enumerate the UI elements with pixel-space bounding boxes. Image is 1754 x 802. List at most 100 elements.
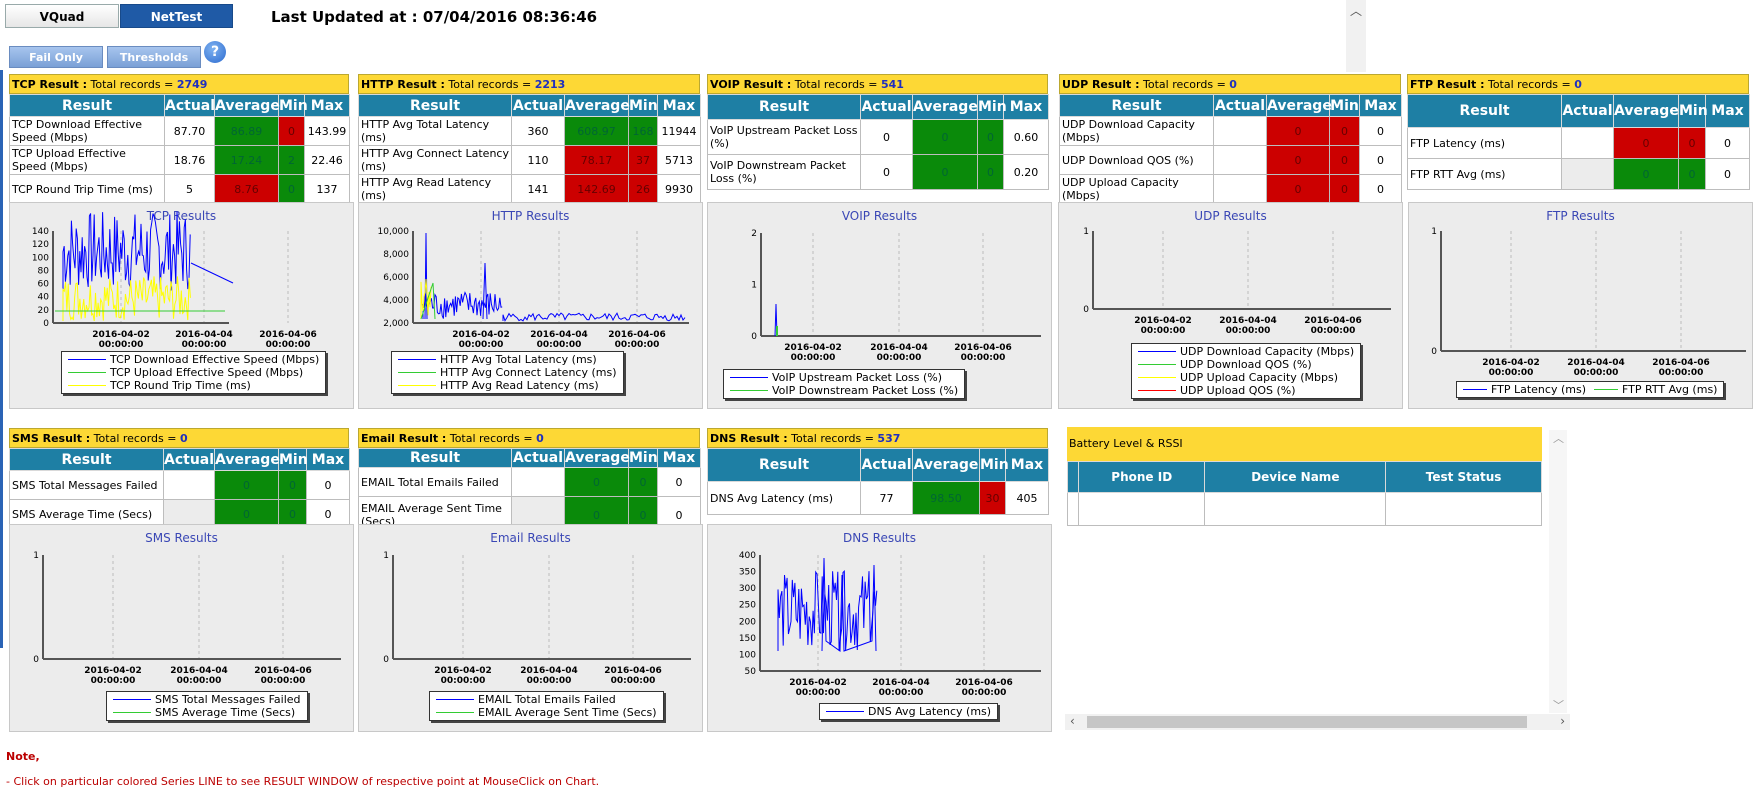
page-scrollbar[interactable]: ︿ — [1346, 0, 1366, 72]
tab-vquad[interactable]: VQuad — [5, 4, 119, 28]
legend-item[interactable]: DNS Avg Latency (ms) — [826, 705, 991, 718]
legend-item[interactable]: VoIP Upstream Packet Loss (%) — [730, 371, 958, 384]
chart-sms-results[interactable]: SMS Results 0 1 2016-04-02 00:00:00 2016-04-0… — [9, 524, 354, 732]
legend-item[interactable]: VoIP Downstream Packet Loss (%) — [730, 384, 958, 397]
metric-max: 137 — [304, 174, 350, 204]
chart-dns-results[interactable]: DNS Results 50 100 150 200 250 300 350 400 2016-0… — [707, 524, 1052, 732]
table-row[interactable]: UDP Upload Capacity (Mbps) 0 0 0 — [1059, 174, 1402, 204]
table-row[interactable]: SMS Total Messages Failed 0 0 0 — [9, 470, 350, 500]
legend-item[interactable]: FTP RTT Avg (ms) — [1594, 383, 1717, 396]
chart-plot[interactable]: 0122016-04-0200:00:002016-04-0400:00:002… — [708, 203, 1053, 410]
chart-plot[interactable]: 2,0004,0006,0008,00010,0002016-04-0200:0… — [359, 203, 704, 410]
legend-item[interactable]: UDP Upload Capacity (Mbps) — [1138, 371, 1354, 384]
scroll-left-icon[interactable]: ‹ — [1070, 714, 1075, 728]
legend-swatch — [398, 385, 436, 386]
legend-swatch — [436, 699, 474, 700]
scroll-up-icon[interactable]: ︿ — [1350, 4, 1363, 18]
y-tick-label: 4,000 — [383, 296, 409, 306]
chart-legend[interactable]: VoIP Upstream Packet Loss (%) VoIP Downst… — [723, 369, 966, 399]
chart-plot[interactable]: 012016-04-0200:00:002016-04-0400:00:0020… — [10, 525, 355, 733]
legend-item[interactable]: HTTP Avg Connect Latency (ms) — [398, 366, 617, 379]
y-tick-label: 0 — [43, 319, 49, 329]
battery-col-test-status: Test Status — [1385, 461, 1542, 493]
metric-actual: 87.70 — [164, 116, 215, 146]
legend-item[interactable]: HTTP Avg Read Latency (ms) — [398, 379, 617, 392]
table-row[interactable]: TCP Round Trip Time (ms) 5 8.76 0 137 — [9, 174, 350, 204]
legend-item[interactable]: UDP Download Capacity (Mbps) — [1138, 345, 1354, 358]
x-tick-label: 00:00:00 — [527, 676, 572, 686]
total-records-count: 0 — [179, 432, 188, 445]
panel-title: Email Result : Total records = 0 — [358, 428, 700, 448]
table-row[interactable]: EMAIL Total Emails Failed 0 0 0 — [358, 467, 701, 497]
table-row[interactable]: TCP Download Effective Speed (Mbps) 87.70… — [9, 116, 350, 146]
scroll-up-icon[interactable]: ︿ — [1553, 432, 1564, 445]
legend-item[interactable]: SMS Average Time (Secs) — [113, 706, 301, 719]
y-tick-label: 1 — [751, 281, 757, 291]
panel-title-label: FTP Result : — [1410, 78, 1485, 91]
table-row[interactable]: UDP Download QOS (%) 0 0 0 — [1059, 145, 1402, 175]
chart-legend[interactable]: FTP Latency (ms) FTP RTT Avg (ms) — [1456, 381, 1725, 398]
chart-legend[interactable]: SMS Total Messages Failed SMS Average Tim… — [106, 691, 308, 721]
battery-vertical-scrollbar[interactable]: ︿ ﹀ — [1549, 430, 1567, 713]
metric-average: 608.97 — [564, 116, 629, 146]
metric-min: 0 — [628, 467, 658, 497]
total-records-label: Total records = — [90, 432, 180, 445]
table-row[interactable]: FTP Latency (ms) 0 0 0 — [1407, 127, 1750, 159]
chart-plot[interactable]: 0204060801001201402016-04-0200:00:002016… — [10, 203, 355, 410]
table-row[interactable]: FTP RTT Avg (ms) 0 0 0 — [1407, 158, 1750, 190]
table-row[interactable]: HTTP Avg Connect Latency (ms) 110 78.17 37 5… — [358, 145, 701, 175]
battery-horizontal-scrollbar[interactable]: ‹ › — [1065, 714, 1570, 730]
legend-item[interactable]: UDP Download QOS (%) — [1138, 358, 1354, 371]
scroll-right-icon[interactable]: › — [1560, 714, 1565, 728]
x-tick-label: 2016-04-02 — [434, 666, 492, 676]
chart-legend[interactable]: EMAIL Total Emails Failed EMAIL Average S… — [429, 691, 664, 721]
metric-average: 0 — [912, 154, 978, 190]
x-tick-label: 2016-04-04 — [530, 330, 588, 340]
legend-item[interactable]: TCP Upload Effective Speed (Mbps) — [68, 366, 319, 379]
y-tick-label: 80 — [38, 266, 50, 276]
chart-legend[interactable]: TCP Download Effective Speed (Mbps) TCP U… — [61, 351, 327, 394]
table-row[interactable]: HTTP Avg Read Latency (ms) 141 142.69 26 993… — [358, 174, 701, 204]
chart-voip-results[interactable]: VOIP Results 0 1 2 2016-04-02 00:00:00 2016-04… — [707, 202, 1052, 409]
x-tick-label: 00:00:00 — [182, 340, 227, 350]
chart-tcp-results[interactable]: TCP Results 0 20 40 60 80 100 120 140 2016-04-02 0… — [9, 202, 354, 409]
chart-udp-results[interactable]: UDP Results 0 1 2016-04-02 00:00:00 2016-04-0… — [1058, 202, 1403, 409]
chart-legend[interactable]: UDP Download Capacity (Mbps) UDP Download… — [1131, 343, 1362, 399]
tab-nettest[interactable]: NetTest — [120, 4, 233, 28]
col-header-actual: Actual — [860, 94, 913, 120]
metric-max: 0 — [1359, 174, 1402, 204]
thresholds-button[interactable]: Thresholds — [107, 46, 201, 68]
chart-http-results[interactable]: HTTP Results 2,000 4,000 6,000 8,000 10,000 20… — [358, 202, 703, 409]
table-row[interactable]: HTTP Avg Total Latency (ms) 360 608.97 168 1… — [358, 116, 701, 146]
chart-plot[interactable]: 501001502002503003504002016-04-0200:00:0… — [708, 525, 1053, 733]
table-row[interactable]: TCP Upload Effective Speed (Mbps) 18.76 17… — [9, 145, 350, 175]
legend-item[interactable]: TCP Download Effective Speed (Mbps) — [68, 353, 319, 366]
chart-plot[interactable]: 012016-04-0200:00:002016-04-0400:00:0020… — [359, 525, 704, 733]
chart-plot[interactable]: 012016-04-0200:00:002016-04-0400:00:0020… — [1059, 203, 1404, 410]
legend-item[interactable]: FTP Latency (ms) — [1463, 383, 1586, 396]
chart-ftp-results[interactable]: FTP Results 0 1 2016-04-02 00:00:00 2016-04-0… — [1408, 202, 1753, 409]
chart-legend[interactable]: DNS Avg Latency (ms) — [819, 703, 999, 720]
table-row[interactable]: VoIP Upstream Packet Loss (%) 0 0 0 0.60 — [707, 119, 1049, 155]
x-tick-label: 2016-04-04 — [170, 666, 228, 676]
scrollbar-thumb[interactable] — [1087, 716, 1527, 728]
legend-item[interactable]: TCP Round Trip Time (ms) — [68, 379, 319, 392]
chart-email-results[interactable]: Email Results 0 1 2016-04-02 00:00:00 2016-04… — [358, 524, 703, 732]
chart-legend[interactable]: HTTP Avg Total Latency (ms) HTTP Avg Conn… — [391, 351, 624, 394]
fail-only-button[interactable]: Fail Only — [9, 46, 103, 68]
scroll-down-icon[interactable]: ﹀ — [1553, 699, 1564, 712]
metric-name: TCP Round Trip Time (ms) — [9, 174, 165, 204]
legend-item[interactable]: UDP Upload QOS (%) — [1138, 384, 1354, 397]
legend-item[interactable]: EMAIL Average Sent Time (Secs) — [436, 706, 657, 719]
table-row[interactable]: DNS Avg Latency (ms) 77 98.50 30 405 — [707, 481, 1049, 515]
col-header-actual: Actual — [511, 94, 565, 117]
table-row[interactable]: UDP Download Capacity (Mbps) 0 0 0 — [1059, 116, 1402, 146]
table-row[interactable]: VoIP Downstream Packet Loss (%) 0 0 0 0.20 — [707, 154, 1049, 190]
chart-plot[interactable]: 012016-04-0200:00:002016-04-0400:00:0020… — [1409, 203, 1754, 410]
metric-actual — [1561, 127, 1614, 159]
legend-item[interactable]: HTTP Avg Total Latency (ms) — [398, 353, 617, 366]
help-icon[interactable]: ? — [204, 41, 226, 63]
legend-item[interactable]: EMAIL Total Emails Failed — [436, 693, 657, 706]
legend-item[interactable]: SMS Total Messages Failed — [113, 693, 301, 706]
email-result-panel: Email Result : Total records = 0 Result Ac… — [358, 428, 701, 534]
